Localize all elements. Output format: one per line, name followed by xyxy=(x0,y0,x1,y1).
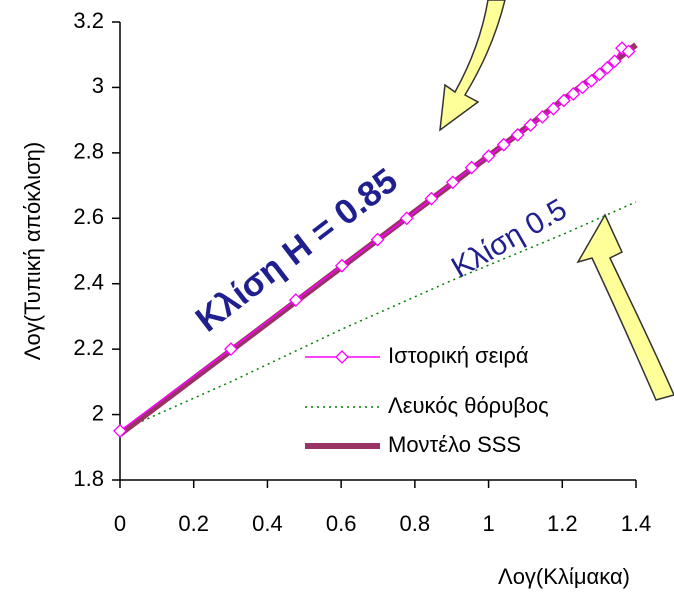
y-tick-label: 2 xyxy=(92,400,104,425)
x-tick-label: 0 xyxy=(114,511,126,536)
x-tick-label: 1 xyxy=(482,511,494,536)
x-tick-label: 0.4 xyxy=(252,511,283,536)
y-tick-label: 2.6 xyxy=(73,204,104,229)
data-point xyxy=(546,101,561,116)
x-tick-label: 0.6 xyxy=(326,511,357,536)
data-point xyxy=(334,258,349,273)
data-point xyxy=(399,211,414,226)
data-point xyxy=(481,149,496,164)
x-tick-label: 1.2 xyxy=(547,511,578,536)
data-point xyxy=(621,44,636,59)
data-point xyxy=(535,109,550,124)
arrow-upper xyxy=(439,0,506,132)
data-point xyxy=(575,80,590,95)
data-point xyxy=(288,293,303,307)
data-point xyxy=(445,175,460,190)
data-point xyxy=(607,54,622,69)
arrow-lower xyxy=(576,213,674,401)
data-point xyxy=(464,160,479,175)
y-tick-label: 3 xyxy=(92,73,104,98)
x-tick-label: 0.2 xyxy=(178,511,209,536)
y-tick-label: 1.8 xyxy=(73,466,104,491)
y-tick-label: 3.2 xyxy=(73,8,104,33)
data-point xyxy=(523,118,538,132)
y-tick-label: 2.8 xyxy=(73,139,104,164)
annotation-slope-085: Κλίση H = 0.85 xyxy=(188,161,404,340)
data-point xyxy=(556,93,571,108)
data-point xyxy=(510,127,525,142)
x-axis-label: Λογ(Κλίμακα) xyxy=(498,564,630,589)
data-point xyxy=(584,73,599,88)
legend-marker xyxy=(335,350,349,364)
data-point xyxy=(496,137,511,152)
legend-label: Λευκός θόρυβος xyxy=(388,393,549,418)
data-point xyxy=(566,87,581,101)
y-tick-label: 2.4 xyxy=(73,270,104,295)
x-tick-label: 0.8 xyxy=(400,511,431,536)
data-point xyxy=(592,67,607,82)
legend-label: Ιστορική σειρά xyxy=(388,343,529,368)
x-tick-label: 1.4 xyxy=(621,511,652,536)
y-tick-label: 2.2 xyxy=(73,335,104,360)
data-point xyxy=(113,424,127,438)
legend-label: Μοντέλο SSS xyxy=(388,432,521,457)
data-point xyxy=(600,60,615,75)
data-point xyxy=(224,342,238,357)
data-point xyxy=(424,191,439,206)
data-point xyxy=(370,232,385,247)
y-axis-label: Λογ(Τυπική απόκλιση) xyxy=(20,142,45,360)
